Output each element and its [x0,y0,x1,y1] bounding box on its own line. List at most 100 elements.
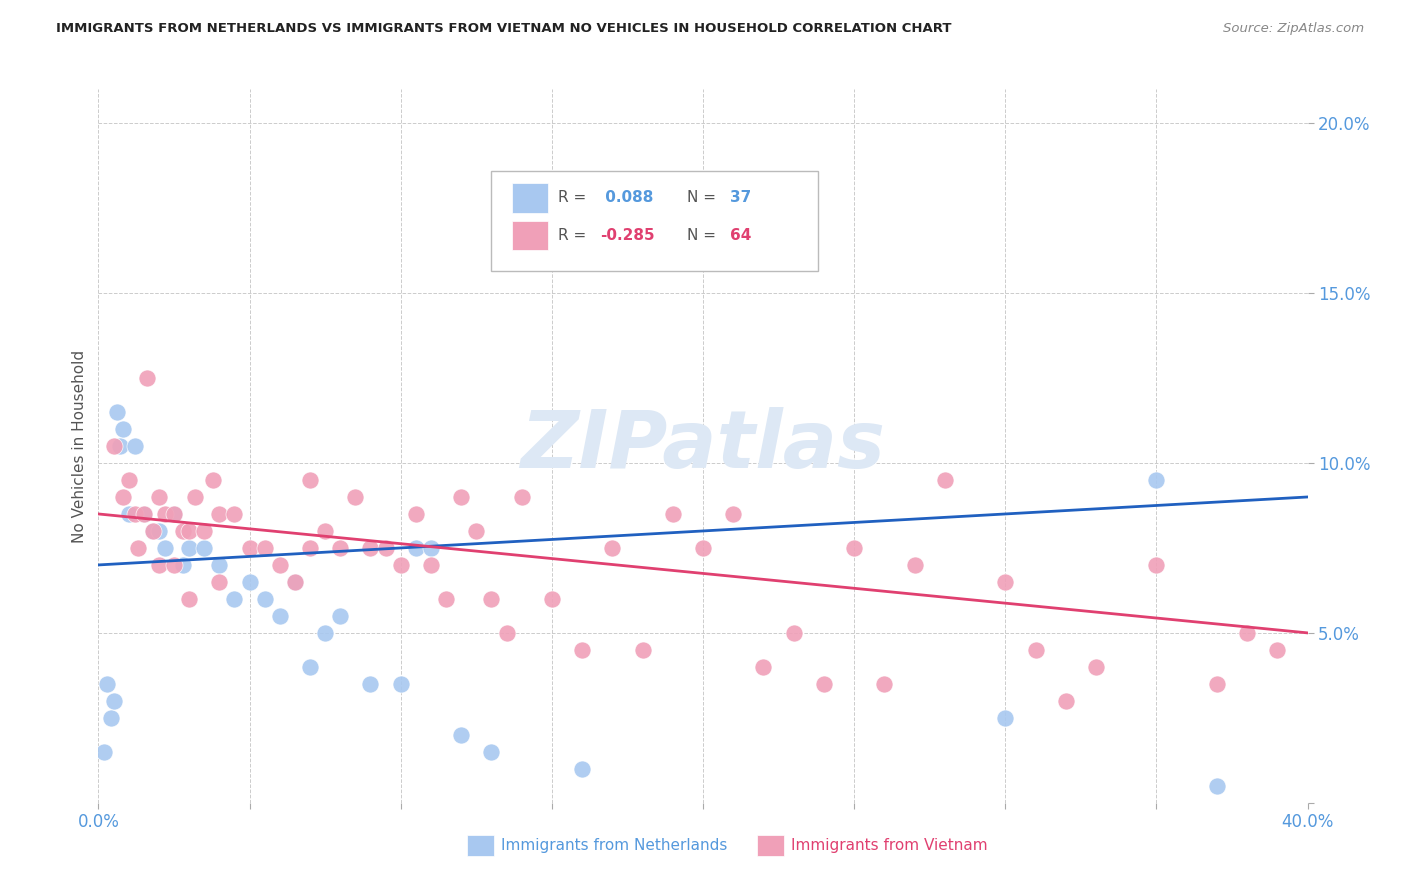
Point [118,473,141,487]
Text: 64: 64 [730,228,751,243]
Point [299,473,322,487]
Point [269,608,291,623]
Point [299,541,322,555]
Point [1267,643,1289,657]
Point [405,541,427,555]
Point [148,524,170,538]
Point [96,677,118,691]
Point [208,558,231,572]
Point [526,235,548,249]
Point [1144,558,1167,572]
Point [299,660,322,674]
Text: Immigrants from Vietnam: Immigrants from Vietnam [792,838,988,853]
Point [124,439,146,453]
Text: -0.285: -0.285 [600,228,655,243]
Point [93,745,115,759]
Point [253,541,276,555]
Point [344,490,367,504]
Point [163,507,186,521]
Point [782,626,804,640]
Point [1054,694,1077,708]
Text: N =: N = [688,228,721,243]
Point [389,558,412,572]
Point [465,524,488,538]
Point [360,541,382,555]
Point [172,558,194,572]
Point [631,643,654,657]
Point [142,524,165,538]
Point [844,541,866,555]
Point [1085,660,1108,674]
FancyBboxPatch shape [512,183,548,212]
Point [571,762,593,776]
Text: 0.088: 0.088 [600,190,654,205]
FancyBboxPatch shape [492,171,818,271]
Point [239,541,262,555]
Point [111,422,134,436]
Point [420,558,443,572]
Point [481,745,503,759]
Point [450,490,472,504]
Point [202,473,225,487]
Point [994,574,1017,589]
Text: N =: N = [688,190,721,205]
Text: Immigrants from Netherlands: Immigrants from Netherlands [501,838,727,853]
Point [1206,779,1229,793]
Text: 37: 37 [730,190,751,205]
Point [179,591,201,606]
Point [1206,677,1229,691]
Point [284,574,307,589]
Point [571,643,593,657]
Point [994,711,1017,725]
Point [135,371,157,385]
Point [374,541,396,555]
Point [127,541,149,555]
Point [179,524,201,538]
Point [314,524,336,538]
Point [132,507,155,521]
Point [314,626,336,640]
Point [179,541,201,555]
Point [111,490,134,504]
Point [405,507,427,521]
FancyBboxPatch shape [758,835,785,856]
Point [224,507,246,521]
Point [389,677,412,691]
Point [148,558,170,572]
Point [118,507,141,521]
Text: R =: R = [558,228,591,243]
Point [163,507,186,521]
Point [420,541,443,555]
FancyBboxPatch shape [467,835,494,856]
Point [434,591,457,606]
Point [193,524,215,538]
Point [752,660,775,674]
Point [934,473,956,487]
FancyBboxPatch shape [512,220,548,251]
Text: R =: R = [558,190,591,205]
Text: IMMIGRANTS FROM NETHERLANDS VS IMMIGRANTS FROM VIETNAM NO VEHICLES IN HOUSEHOLD : IMMIGRANTS FROM NETHERLANDS VS IMMIGRANT… [56,22,952,36]
Text: Source: ZipAtlas.com: Source: ZipAtlas.com [1223,22,1364,36]
Point [193,541,215,555]
Point [904,558,927,572]
Point [284,574,307,589]
Point [239,574,262,589]
Point [253,591,276,606]
Point [661,507,683,521]
Point [184,490,207,504]
Point [172,524,194,538]
Point [153,541,176,555]
Point [148,490,170,504]
Point [100,711,122,725]
Point [105,405,128,419]
Point [540,591,562,606]
Point [153,507,176,521]
Point [163,558,186,572]
Point [481,591,503,606]
Point [1024,643,1046,657]
Point [510,490,533,504]
Point [103,694,125,708]
Point [208,574,231,589]
Point [450,728,472,742]
Point [1144,473,1167,487]
